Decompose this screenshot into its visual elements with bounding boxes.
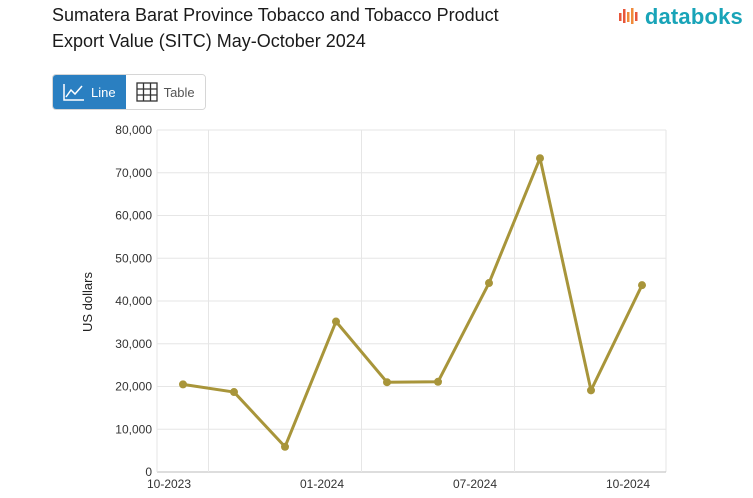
y-tick-label: 10,000: [115, 422, 152, 436]
databoks-logo[interactable]: databoks: [618, 4, 743, 30]
data-point[interactable]: [587, 386, 595, 395]
line-chart-icon: [63, 84, 84, 101]
y-tick-label: 30,000: [115, 337, 152, 351]
data-point[interactable]: [434, 377, 442, 386]
x-tick-label: 10-2023: [147, 477, 191, 491]
x-tick-label: 10-2024: [606, 477, 650, 491]
y-tick-label: 50,000: [115, 251, 152, 265]
data-point[interactable]: [230, 388, 238, 397]
table-view-button[interactable]: Table: [125, 75, 205, 109]
table-icon: [135, 82, 158, 102]
y-tick-label: 20,000: [115, 380, 152, 394]
data-point[interactable]: [638, 281, 646, 290]
line-view-label: Line: [91, 84, 116, 100]
y-tick-label: 60,000: [115, 209, 152, 223]
y-tick-label: 70,000: [115, 166, 152, 180]
data-point[interactable]: [485, 279, 493, 288]
chart-title-line-2: Export Value (SITC) May-October 2024: [52, 31, 366, 51]
x-tick-label: 01-2024: [300, 477, 344, 491]
y-tick-label: 0: [145, 465, 152, 479]
series-layer: [179, 154, 646, 451]
data-point[interactable]: [281, 442, 289, 451]
data-point[interactable]: [332, 317, 340, 326]
axis-layer: 0 10,000 20,000 30,000 40,000 50,000 60,000 70,…: [115, 123, 650, 491]
brand-name: databoks: [644, 4, 743, 29]
series-line: [182, 156, 644, 449]
line-view-button[interactable]: Line: [53, 75, 126, 109]
logo-bars-icon: [618, 8, 638, 24]
chart-title-line-1: Sumatera Barat Province Tobacco and Toba…: [52, 5, 499, 25]
y-axis-label: US dollars: [80, 272, 95, 332]
x-tick-label: 07-2024: [453, 477, 497, 491]
y-tick-label: 40,000: [115, 294, 152, 308]
view-toggle: Line Table: [52, 74, 206, 110]
data-point[interactable]: [179, 380, 187, 389]
data-point[interactable]: [383, 378, 391, 387]
y-tick-label: 80,000: [115, 123, 152, 137]
grid-layer: [156, 129, 667, 473]
table-view-label: Table: [163, 84, 195, 100]
chart-title: Sumatera Barat Province Tobacco and Toba…: [52, 2, 572, 54]
data-point[interactable]: [536, 154, 544, 163]
